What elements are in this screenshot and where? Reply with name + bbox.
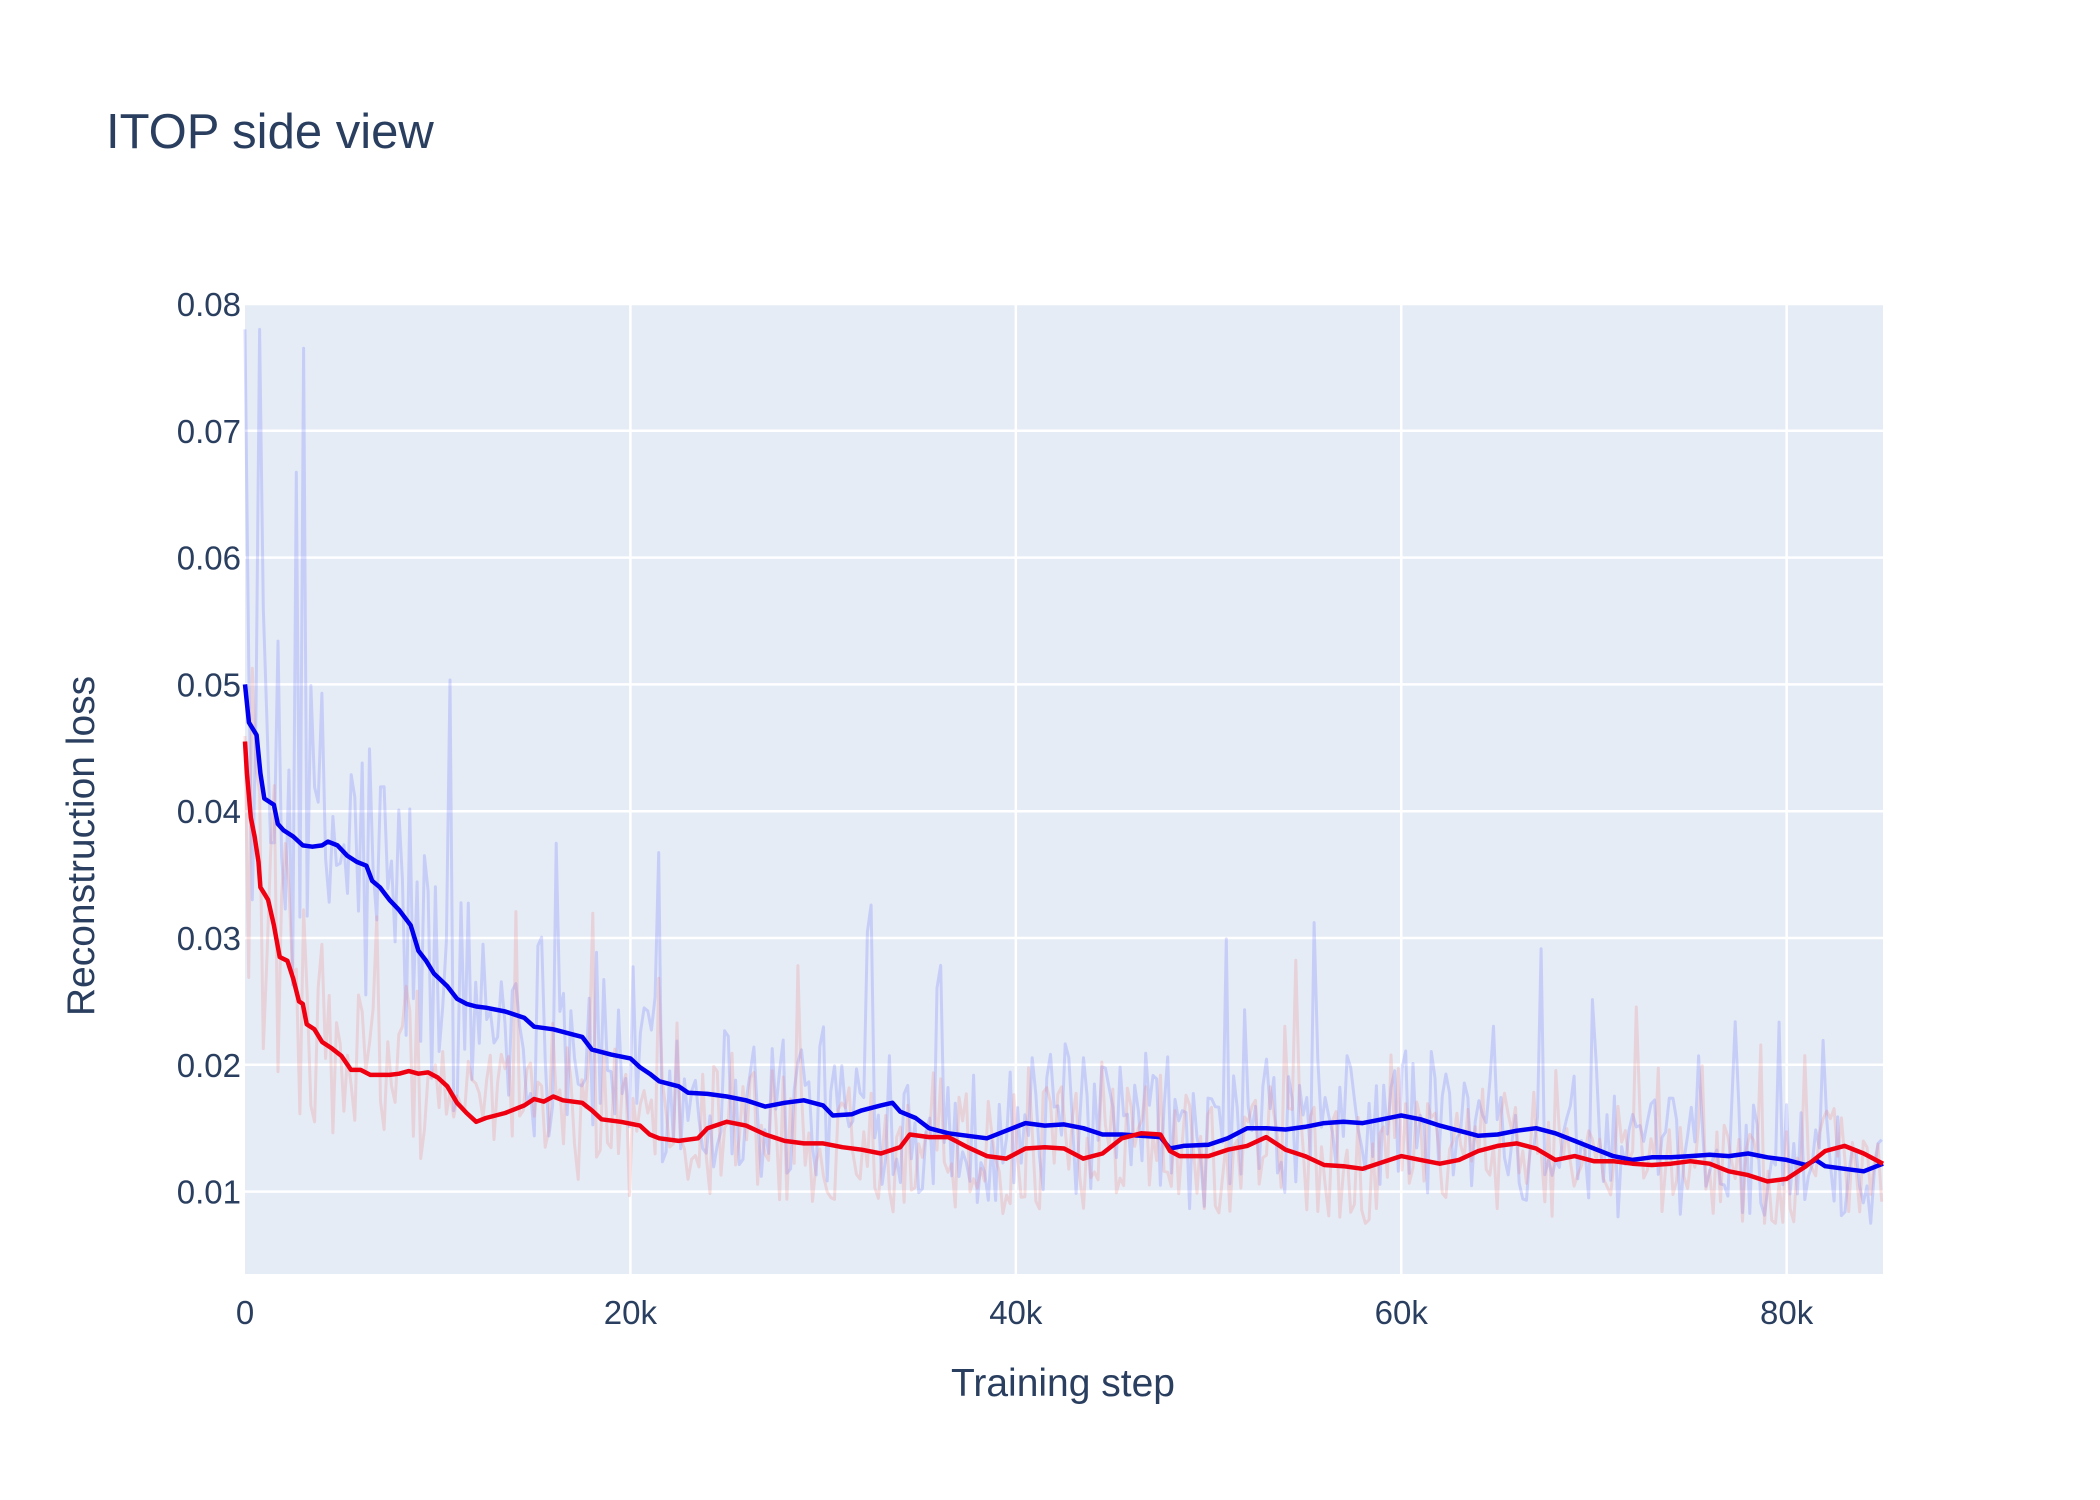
x-axis-ticks: 0 20k 40k 60k 80k: [236, 1294, 1814, 1331]
plot-area: [242, 302, 1885, 1274]
x-tick-label-3: 60k: [1375, 1294, 1429, 1331]
series-0-smoothed-line: [242, 684, 1884, 1174]
y-tick-label-4: 0.05: [177, 666, 241, 703]
y-tick-label-2: 0.03: [177, 920, 241, 957]
y-tick-label-5: 0.06: [177, 540, 241, 577]
y-axis-ticks: 0.01 0.02 0.03 0.04 0.05 0.06 0.07 0.08: [177, 286, 241, 1211]
y-tick-label-0: 0.01: [177, 1174, 241, 1211]
series-1-smoothed-line: [242, 741, 1885, 1184]
x-tick-label-1: 20k: [604, 1294, 658, 1331]
y-tick-label-1: 0.02: [177, 1047, 241, 1084]
y-axis-label: Reconstruction loss: [60, 676, 103, 1016]
x-tick-label-4: 80k: [1760, 1294, 1814, 1331]
y-tick-label-7: 0.08: [177, 286, 241, 323]
smoothed-series-layer: [242, 684, 1885, 1184]
y-tick-label-3: 0.04: [177, 793, 241, 830]
x-tick-label-2: 40k: [989, 1294, 1043, 1331]
x-tick-label-0: 0: [236, 1294, 254, 1331]
gridlines: [245, 302, 1883, 1274]
series-0-raw-line: [243, 327, 1883, 1225]
y-tick-label-6: 0.07: [177, 413, 241, 450]
plot-background: [245, 304, 1883, 1274]
x-axis-label: Training step: [951, 1362, 1175, 1405]
chart-title: ITOP side view: [106, 105, 434, 159]
